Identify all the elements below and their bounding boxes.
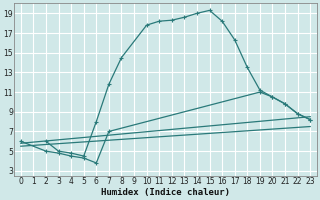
X-axis label: Humidex (Indice chaleur): Humidex (Indice chaleur) (101, 188, 230, 197)
